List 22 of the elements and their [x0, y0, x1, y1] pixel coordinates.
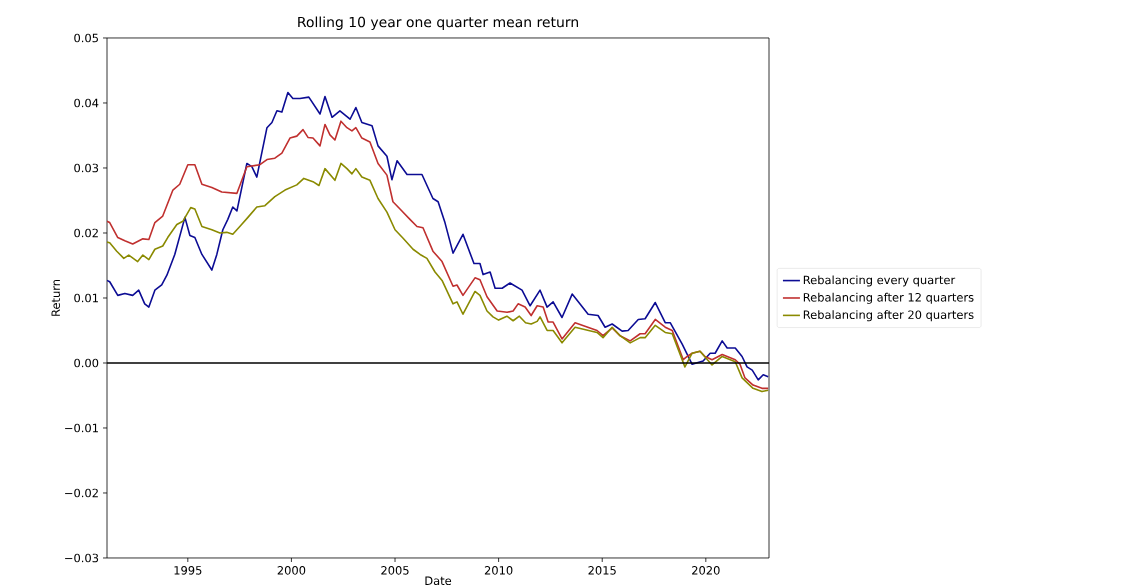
y-tick-label: −0.01 — [65, 423, 98, 433]
y-tick-label: 0.02 — [74, 228, 98, 238]
x-tick-label: 1995 — [174, 566, 202, 575]
y-tick-label: −0.03 — [65, 553, 99, 563]
legend-label: Rebalancing after 12 quarters — [803, 292, 974, 304]
x-tick-label: 2005 — [381, 566, 409, 575]
y-tick-label: 0.03 — [74, 163, 99, 173]
x-axis-title: Date — [425, 576, 452, 586]
line-series — [107, 162, 769, 393]
x-tick-label: 2000 — [277, 566, 306, 575]
y-tick-label: 0.01 — [74, 293, 98, 303]
x-tick-label: 2015 — [588, 566, 616, 575]
y-tick-label: 0.00 — [74, 358, 99, 368]
legend-label: Rebalancing after 20 quarters — [803, 310, 974, 322]
y-tick-label: −0.02 — [65, 488, 98, 498]
x-tick-label: 2010 — [484, 566, 513, 575]
legend-label: Rebalancing every quarter — [803, 275, 956, 287]
y-tick-label: 0.04 — [74, 98, 99, 108]
x-tick-label: 2020 — [692, 566, 720, 575]
chart-title: Rolling 10 year one quarter mean return — [298, 16, 578, 30]
y-tick-label: 0.05 — [74, 33, 98, 43]
y-axis-title: Return — [51, 279, 61, 316]
